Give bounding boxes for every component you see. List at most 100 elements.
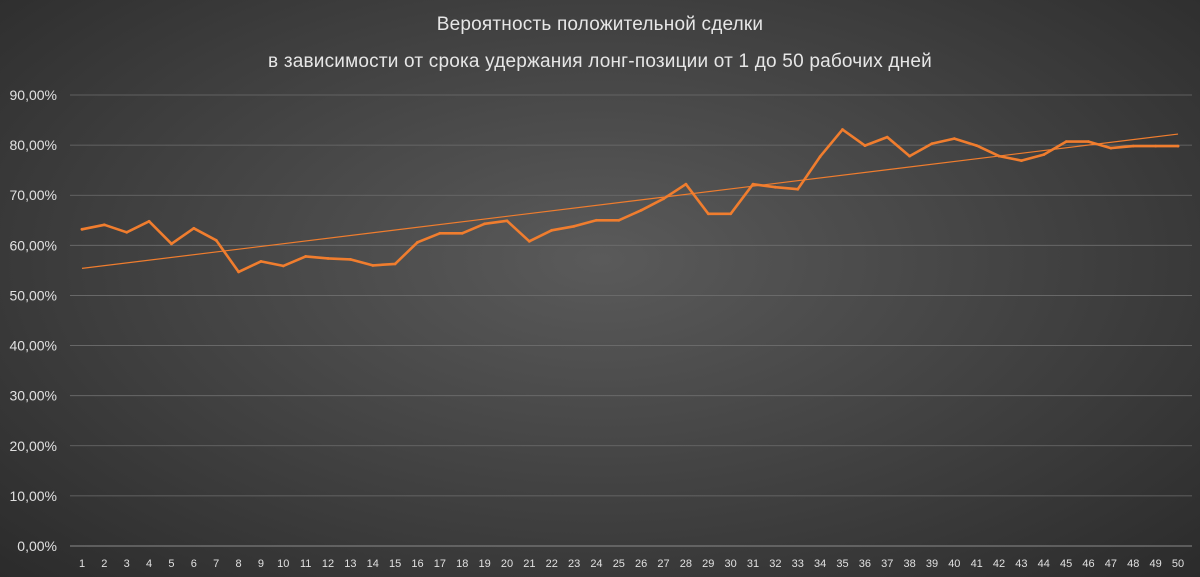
x-tick-label: 16 xyxy=(411,558,423,570)
data-point xyxy=(863,144,867,148)
data-point xyxy=(617,218,621,222)
x-tick-label: 7 xyxy=(213,558,219,570)
data-point xyxy=(818,155,822,159)
data-point xyxy=(80,227,84,231)
trendline xyxy=(81,133,1179,269)
data-point xyxy=(729,212,733,216)
data-point xyxy=(1087,140,1090,144)
x-tick-label: 46 xyxy=(1082,558,1094,570)
x-tick-label: 31 xyxy=(747,558,759,570)
data-point xyxy=(952,137,956,140)
data-point xyxy=(1020,159,1023,163)
data-point xyxy=(170,242,173,246)
x-tick-label: 1 xyxy=(79,558,85,570)
data-point xyxy=(908,154,911,158)
data-point xyxy=(102,223,106,227)
y-tick-label: 30,00% xyxy=(10,388,57,404)
y-tick-label: 80,00% xyxy=(10,137,57,153)
x-tick-label: 8 xyxy=(236,558,242,570)
x-tick-label: 44 xyxy=(1038,558,1050,570)
data-point xyxy=(930,142,934,146)
y-tick-label: 0,00% xyxy=(17,538,57,554)
data-point xyxy=(975,144,979,148)
data-point xyxy=(281,264,285,268)
data-point xyxy=(192,226,196,230)
data-point xyxy=(572,224,576,228)
data-point xyxy=(125,230,129,234)
x-tick-label: 18 xyxy=(456,558,468,570)
data-point xyxy=(841,128,844,131)
data-point xyxy=(505,219,509,223)
data-point xyxy=(550,228,554,232)
x-tick-label: 38 xyxy=(903,558,915,570)
x-tick-label: 20 xyxy=(501,558,513,570)
x-tick-label: 47 xyxy=(1105,558,1117,570)
x-tick-label: 49 xyxy=(1150,558,1162,570)
data-point xyxy=(639,208,643,212)
x-tick-label: 24 xyxy=(590,558,602,570)
data-point xyxy=(147,219,151,223)
x-tick-label: 26 xyxy=(635,558,647,570)
y-tick-label: 60,00% xyxy=(10,237,57,253)
data-point xyxy=(662,197,665,201)
x-tick-label: 13 xyxy=(344,558,356,570)
x-tick-label: 23 xyxy=(568,558,580,570)
data-point xyxy=(438,231,442,235)
data-point xyxy=(371,263,375,267)
x-tick-label: 27 xyxy=(657,558,669,570)
data-point xyxy=(1109,146,1113,150)
x-tick-label: 28 xyxy=(680,558,692,570)
x-tick-label: 3 xyxy=(124,558,130,570)
x-tick-label: 36 xyxy=(859,558,871,570)
data-point xyxy=(706,212,710,216)
x-tick-label: 25 xyxy=(613,558,625,570)
chart-subtitle: в зависимости от срока удержания лонг-по… xyxy=(268,51,932,72)
data-point xyxy=(684,182,688,186)
data-point xyxy=(214,238,218,242)
x-tick-label: 15 xyxy=(389,558,401,570)
y-tick-label: 40,00% xyxy=(10,338,57,354)
data-point xyxy=(885,135,889,139)
series-line xyxy=(80,128,1180,274)
x-tick-label: 4 xyxy=(146,558,152,570)
y-tick-label: 90,00% xyxy=(10,87,57,103)
x-tick-label: 6 xyxy=(191,558,197,570)
y-tick-label: 10,00% xyxy=(10,488,57,504)
x-tick-label: 43 xyxy=(1015,558,1027,570)
x-tick-label: 29 xyxy=(702,558,714,570)
data-point xyxy=(1042,153,1046,157)
data-point xyxy=(349,257,352,261)
data-point xyxy=(326,256,330,260)
y-tick-label: 20,00% xyxy=(10,438,57,454)
data-point xyxy=(1176,144,1180,148)
data-point xyxy=(595,218,598,222)
x-tick-label: 30 xyxy=(725,558,737,570)
data-point xyxy=(997,154,1001,158)
data-point xyxy=(1154,144,1158,148)
data-point xyxy=(527,239,531,243)
data-point xyxy=(1131,144,1135,148)
data-point xyxy=(773,185,777,189)
x-tick-label: 40 xyxy=(948,558,960,570)
data-point xyxy=(483,222,487,226)
x-tick-label: 5 xyxy=(168,558,174,570)
x-tick-label: 22 xyxy=(546,558,558,570)
data-point xyxy=(237,270,240,274)
y-tick-label: 70,00% xyxy=(10,187,57,203)
x-tick-label: 14 xyxy=(367,558,379,570)
data-point xyxy=(259,259,263,263)
x-tick-label: 41 xyxy=(971,558,983,570)
x-tick-label: 48 xyxy=(1127,558,1139,570)
x-tick-label: 45 xyxy=(1060,558,1072,570)
x-tick-label: 37 xyxy=(881,558,893,570)
chart-title: Вероятность положительной сделки xyxy=(436,14,764,35)
data-point xyxy=(751,182,755,186)
x-tick-label: 50 xyxy=(1172,558,1184,570)
x-tick-label: 21 xyxy=(523,558,535,570)
x-tick-label: 19 xyxy=(478,558,490,570)
x-tick-label: 34 xyxy=(814,558,826,570)
x-tick-label: 9 xyxy=(258,558,264,570)
data-point xyxy=(460,231,464,235)
